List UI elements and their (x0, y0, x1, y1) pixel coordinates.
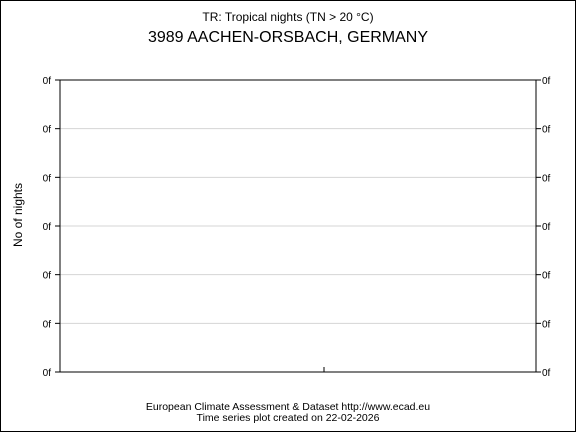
y-tick-label-right: 0f (542, 125, 551, 136)
y-tick-label-left: 0f (43, 319, 52, 330)
y-tick-label-left: 0f (43, 222, 52, 233)
y-tick-label-right: 0f (542, 271, 551, 282)
footer-date: Time series plot created on 22-02-2026 (197, 412, 380, 424)
chart-subtitle: TR: Tropical nights (TN > 20 °C) (202, 10, 373, 24)
y-tick-label-right: 0f (542, 173, 551, 184)
grid-lines (60, 128, 536, 324)
left-y-ticks: 0f 0f 0f 0f 0f 0f 0f (43, 76, 60, 379)
y-tick-label-left: 0f (43, 271, 52, 282)
y-tick-label-right: 0f (542, 76, 551, 87)
y-tick-label-left: 0f (43, 76, 52, 87)
y-axis-label: No of nights (11, 183, 25, 247)
y-tick-label-right: 0f (542, 222, 551, 233)
footer-credit: European Climate Assessment & Dataset ht… (146, 401, 430, 413)
y-tick-label-left: 0f (43, 368, 52, 379)
right-y-ticks: 0f 0f 0f 0f 0f 0f 0f (536, 76, 551, 379)
y-tick-label-right: 0f (542, 368, 551, 379)
y-tick-label-left: 0f (43, 173, 52, 184)
y-tick-label-right: 0f (542, 319, 551, 330)
y-tick-label-left: 0f (43, 125, 52, 136)
chart-title: 3989 AACHEN-ORSBACH, GERMANY (148, 29, 428, 46)
